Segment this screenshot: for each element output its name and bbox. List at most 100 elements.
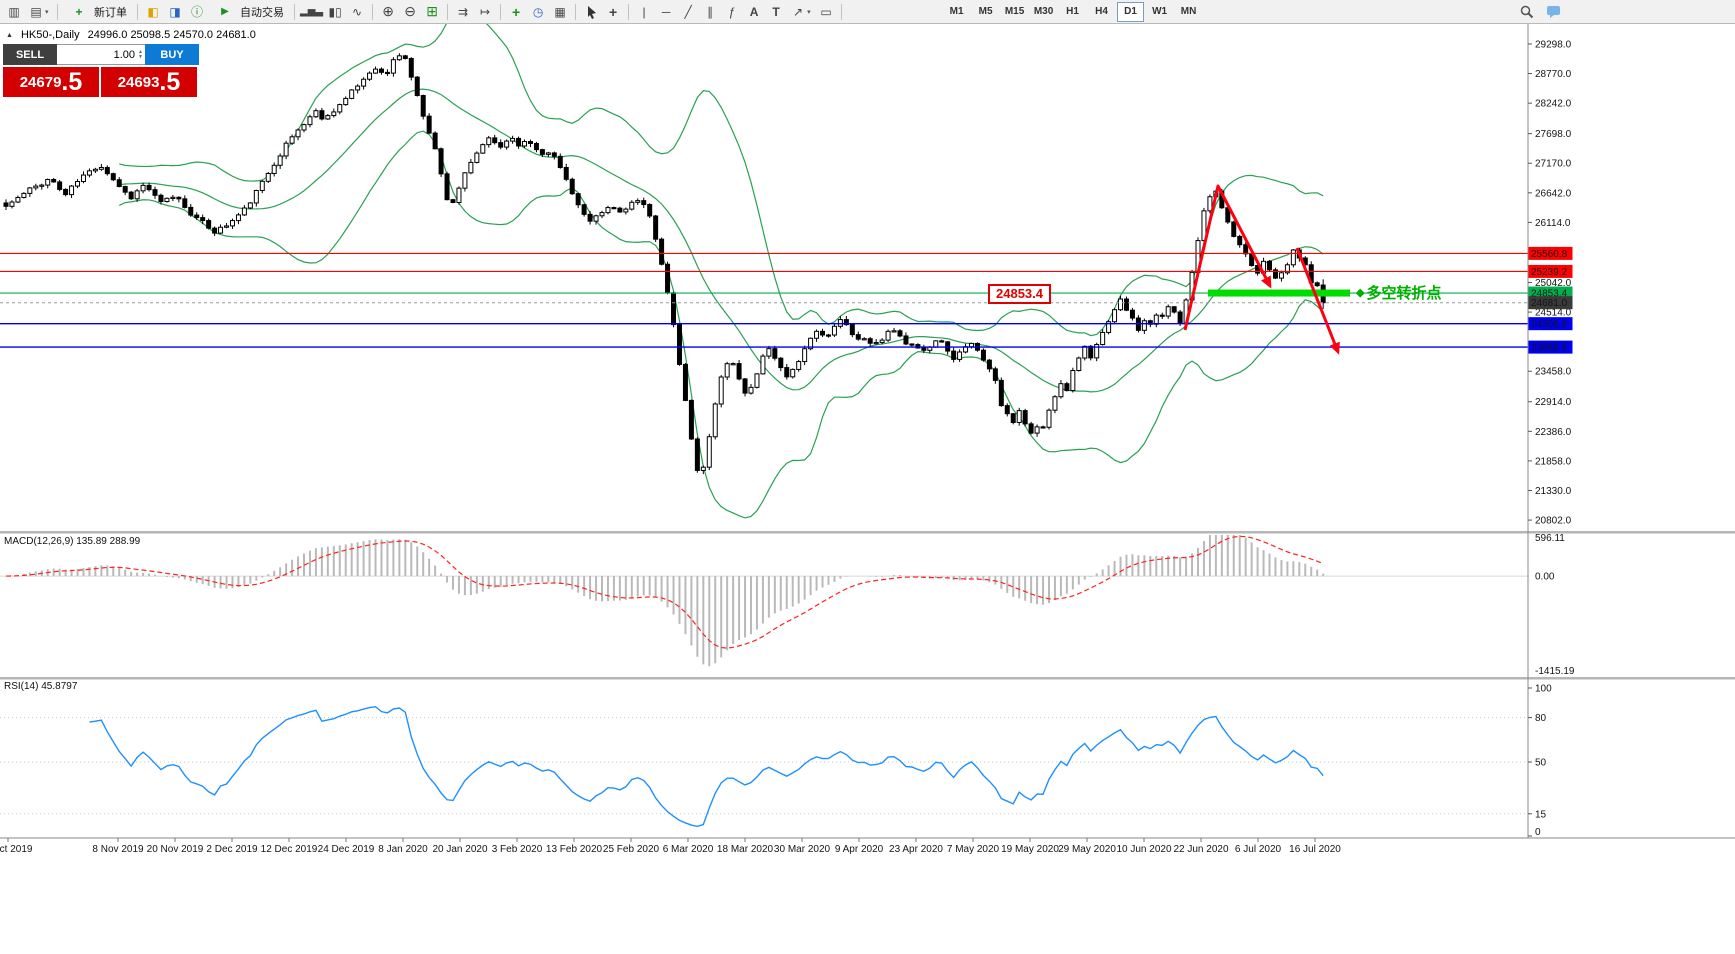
- svg-text:9 Oct 2019: 9 Oct 2019: [0, 844, 33, 855]
- toolbar-separator: [372, 3, 374, 20]
- time-axis[interactable]: [0, 838, 1528, 860]
- svg-text:25 Feb 2020: 25 Feb 2020: [603, 844, 660, 855]
- text-label-icon[interactable]: T: [772, 4, 780, 19]
- indicators-icon[interactable]: +: [511, 3, 521, 20]
- svg-text:28770.0: 28770.0: [1535, 69, 1572, 80]
- svg-text:27698.0: 27698.0: [1535, 129, 1572, 140]
- chart-properties-icon[interactable]: ▦: [554, 4, 566, 19]
- chart-shift-icon[interactable]: ↦: [480, 4, 491, 19]
- toolbar-separator: [57, 3, 58, 20]
- timeframe-m15[interactable]: M15: [1004, 6, 1025, 17]
- toolbar-separator: [447, 3, 449, 20]
- auto-trading-button[interactable]: ▶ 自动交易: [208, 2, 290, 22]
- svg-text:24853.4: 24853.4: [1531, 289, 1568, 300]
- cursor-icon[interactable]: [580, 2, 602, 22]
- data-window-icon[interactable]: ◨: [169, 4, 181, 19]
- svg-text:19 May 2020: 19 May 2020: [1001, 844, 1059, 855]
- volume-input[interactable]: [89, 48, 136, 61]
- panel-frames: [0, 24, 1735, 839]
- one-click-trading-panel: SELL ▲ ▼ BUY 24679.5 24693.5: [3, 44, 199, 97]
- buy-price-display[interactable]: 24693.5: [101, 67, 197, 97]
- horizontal-line-icon[interactable]: ─: [661, 4, 671, 19]
- timeframe-w1[interactable]: W1: [1152, 6, 1168, 17]
- fibonacci-icon[interactable]: ƒ: [728, 4, 736, 19]
- svg-text:24 Dec 2019: 24 Dec 2019: [318, 844, 375, 855]
- tile-windows-icon[interactable]: ⊞: [426, 3, 438, 19]
- market-watch-icon[interactable]: ◧: [147, 4, 159, 19]
- svg-text:26642.0: 26642.0: [1535, 188, 1572, 199]
- timeframe-d1[interactable]: D1: [1117, 1, 1145, 22]
- chat-icon[interactable]: [1542, 2, 1564, 22]
- svg-text:20 Jan 2020: 20 Jan 2020: [432, 844, 487, 855]
- svg-text:20802.0: 20802.0: [1535, 516, 1572, 527]
- timeframe-m1[interactable]: M1: [949, 6, 964, 17]
- ohlc-values: 24996.0 25098.5 24570.0 24681.0: [87, 29, 256, 41]
- svg-text:30 Mar 2020: 30 Mar 2020: [774, 844, 831, 855]
- vertical-line-icon[interactable]: |: [642, 4, 646, 19]
- svg-text:15: 15: [1535, 809, 1547, 820]
- sell-button[interactable]: SELL: [3, 44, 57, 65]
- shapes-icon[interactable]: ▭: [820, 4, 832, 19]
- svg-text:22 Jun 2020: 22 Jun 2020: [1173, 844, 1228, 855]
- timeframe-mn[interactable]: MN: [1180, 6, 1197, 17]
- arrows-tool-icon[interactable]: ↗: [793, 4, 804, 19]
- crosshair-icon[interactable]: +: [608, 3, 618, 20]
- svg-text:29298.0: 29298.0: [1535, 39, 1572, 50]
- text-icon[interactable]: A: [749, 4, 759, 19]
- svg-text:6 Mar 2020: 6 Mar 2020: [663, 844, 714, 855]
- svg-text:24514.0: 24514.0: [1535, 308, 1572, 319]
- profiles-icon[interactable]: ▤: [30, 4, 42, 19]
- search-icon[interactable]: [1516, 2, 1538, 22]
- svg-text:10 Jun 2020: 10 Jun 2020: [1116, 844, 1171, 855]
- rsi-panel-splitter[interactable]: [0, 675, 1735, 680]
- rsi-indicator-label: RSI(14) 45.8797: [4, 681, 78, 692]
- svg-text:9 Apr 2020: 9 Apr 2020: [835, 844, 884, 855]
- new-order-label: 新订单: [94, 6, 127, 19]
- zoom-out-icon[interactable]: ⊖: [404, 3, 416, 19]
- horizontal-level-lines: [0, 252, 1528, 348]
- trendline-icon[interactable]: ╱: [684, 4, 692, 19]
- sell-price-frac: .5: [61, 67, 83, 96]
- timeframe-m30[interactable]: M30: [1033, 6, 1054, 17]
- sell-price-main: 24679: [19, 73, 62, 91]
- equidistant-channel-icon[interactable]: ∥: [707, 4, 714, 19]
- price-level-label[interactable]: 24853.4: [988, 284, 1051, 304]
- panel-collapse-icon[interactable]: ▲: [6, 31, 13, 39]
- auto-scroll-icon[interactable]: ⇉: [458, 4, 469, 19]
- svg-text:7 May 2020: 7 May 2020: [947, 844, 1000, 855]
- arrows-caret-icon[interactable]: ▾: [807, 8, 811, 16]
- new-order-button[interactable]: + 新订单: [62, 2, 133, 22]
- navigator-icon[interactable]: ⓘ: [190, 5, 203, 19]
- volume-up-button[interactable]: ▲: [138, 48, 143, 55]
- macd-indicator-label: MACD(12,26,9) 135.89 288.99: [4, 536, 141, 547]
- toolbar-separator: [841, 3, 843, 20]
- new-chart-icon[interactable]: ▥: [8, 4, 20, 19]
- auto-trading-play-icon: ▶: [221, 6, 229, 17]
- svg-text:28242.0: 28242.0: [1535, 99, 1572, 110]
- price-axis[interactable]: [1528, 24, 1735, 838]
- chart-canvas[interactable]: 29298.0 28770.0 28242.0 27698.0 27170.0 26642…: [0, 24, 1735, 860]
- svg-text:3 Feb 2020: 3 Feb 2020: [492, 844, 543, 855]
- svg-text:0: 0: [1535, 827, 1541, 838]
- timeframe-m5[interactable]: M5: [978, 6, 993, 17]
- sell-price-display[interactable]: 24679.5: [3, 67, 99, 97]
- macd-panel-splitter[interactable]: [0, 529, 1735, 534]
- volume-box: ▲ ▼: [57, 44, 145, 65]
- symbol-period-label: HK50-,Daily: [20, 29, 80, 41]
- svg-text:24681.0: 24681.0: [1531, 298, 1568, 309]
- candlestick-chart-icon[interactable]: ▮▯: [328, 4, 342, 19]
- timeframe-h4[interactable]: H4: [1095, 6, 1108, 17]
- periods-clock-icon[interactable]: ◷: [532, 4, 544, 19]
- buy-button[interactable]: BUY: [145, 44, 199, 65]
- svg-text:27170.0: 27170.0: [1535, 159, 1572, 170]
- volume-down-button[interactable]: ▼: [138, 53, 143, 60]
- buy-price-main: 24693: [117, 73, 160, 91]
- svg-text:23 Apr 2020: 23 Apr 2020: [889, 844, 943, 855]
- svg-text:21858.0: 21858.0: [1535, 456, 1572, 467]
- bar-chart-icon[interactable]: ▂▅▃: [300, 6, 324, 17]
- turning-point-annotation[interactable]: ◆ 多空转折点: [1356, 282, 1441, 303]
- zoom-in-icon[interactable]: ⊕: [382, 3, 394, 19]
- timeframe-h1[interactable]: H1: [1066, 6, 1079, 17]
- line-chart-icon[interactable]: ∿: [352, 4, 363, 19]
- profiles-caret-icon[interactable]: ▾: [45, 8, 49, 16]
